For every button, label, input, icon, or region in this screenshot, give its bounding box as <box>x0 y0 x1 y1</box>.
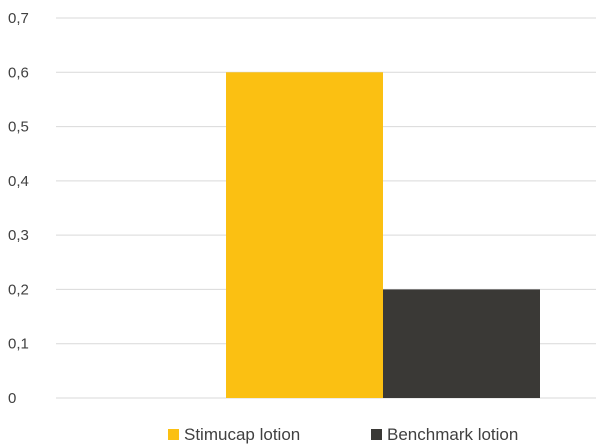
y-tick-label: 0 <box>8 390 16 407</box>
legend-label-benchmark: Benchmark lotion <box>387 425 518 444</box>
y-tick-label: 0,1 <box>8 336 29 353</box>
bar-benchmark <box>383 289 540 398</box>
y-tick-label: 0,2 <box>8 281 29 298</box>
y-axis-ticks: 0 0,1 0,2 0,3 0,4 0,5 0,6 0,7 <box>8 10 29 407</box>
bars <box>226 72 540 399</box>
legend-swatch-benchmark <box>371 429 382 440</box>
bar-stimucap <box>226 72 383 399</box>
y-tick-label: 0,6 <box>8 64 29 81</box>
legend-swatch-stimucap <box>168 429 179 440</box>
legend-label-stimucap: Stimucap lotion <box>184 425 300 444</box>
legend: Stimucap lotion Benchmark lotion <box>168 425 518 444</box>
y-tick-label: 0,5 <box>8 119 29 136</box>
y-tick-label: 0,4 <box>8 173 29 190</box>
y-tick-label: 0,3 <box>8 227 29 244</box>
y-tick-label: 0,7 <box>8 10 29 27</box>
